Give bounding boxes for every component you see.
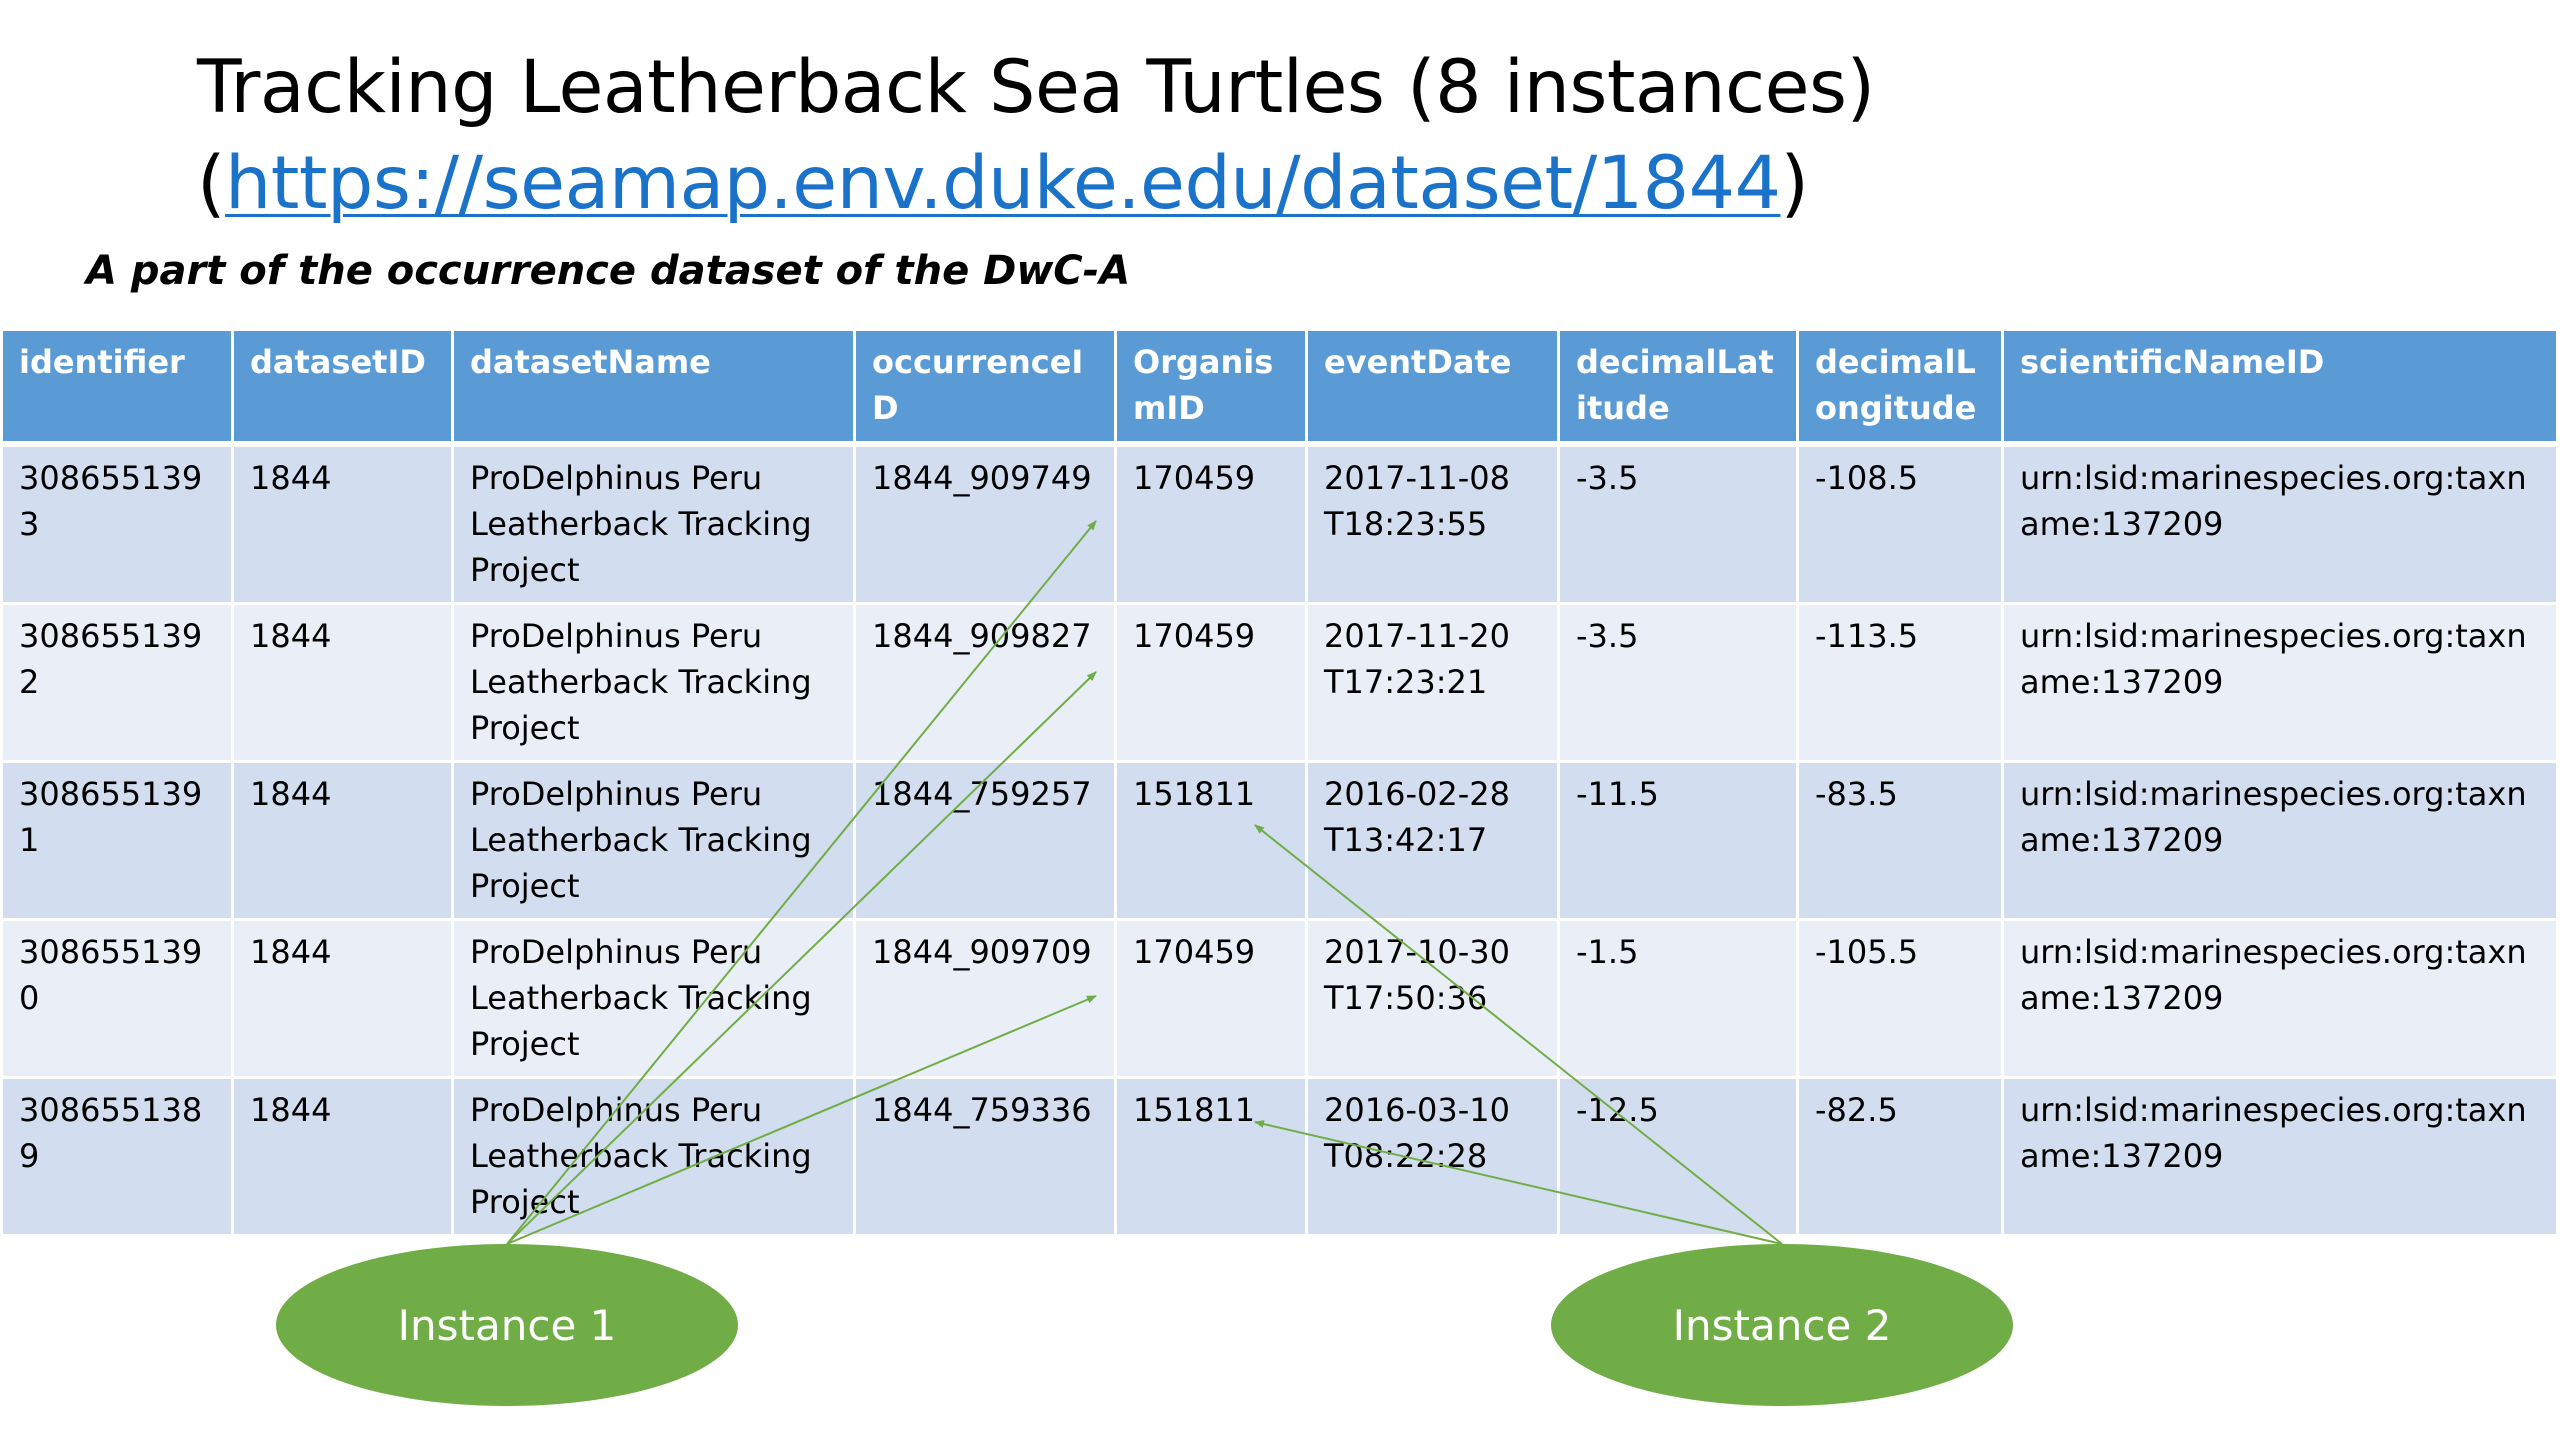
cell-identifier: 3086551390 [0,918,234,1079]
cell-organism-id: 151811 [1114,760,1308,921]
open-paren: ( [197,141,225,226]
cell-dataset-id: 1844 [231,602,454,763]
cell-dataset-name: ProDelphinus Peru Leatherback Tracking P… [451,760,856,921]
dataset-link[interactable]: https://seamap.env.duke.edu/dataset/1844 [224,141,1781,226]
cell-decimal-latitude: -12.5 [1557,1076,1799,1237]
cell-organism-id: 151811 [1114,1076,1308,1237]
table-row: 3086551392 1844 ProDelphinus Peru Leathe… [0,602,2559,763]
cell-decimal-latitude: -11.5 [1557,760,1799,921]
cell-dataset-id: 1844 [231,442,454,605]
cell-scientific-name-id: urn:lsid:marinespecies.org:taxname:13720… [2001,602,2559,763]
cell-event-date: 2016-03-10 T08:22:28 [1305,1076,1560,1237]
header-scientific-name-id: scientificNameID [2001,328,2559,447]
header-dataset-name: datasetName [451,328,856,447]
instance-1-ellipse: Instance 1 [276,1244,738,1406]
occurrence-table: identifier datasetID datasetName occurre… [0,328,2559,1237]
instance-2-label: Instance 2 [1672,1300,1892,1350]
cell-organism-id: 170459 [1114,602,1308,763]
cell-occurrence-id: 1844_909709 [853,918,1117,1079]
table-row: 3086551393 1844 ProDelphinus Peru Leathe… [0,442,2559,605]
header-organism-id: OrganismID [1114,328,1308,447]
cell-scientific-name-id: urn:lsid:marinespecies.org:taxname:13720… [2001,1076,2559,1237]
header-decimal-latitude: decimalLatitude [1557,328,1799,447]
header-row: identifier datasetID datasetName occurre… [0,328,2559,447]
cell-occurrence-id: 1844_909749 [853,442,1117,605]
header-identifier: identifier [0,328,234,447]
cell-dataset-name: ProDelphinus Peru Leatherback Tracking P… [451,442,856,605]
cell-scientific-name-id: urn:lsid:marinespecies.org:taxname:13720… [2001,760,2559,921]
cell-dataset-id: 1844 [231,1076,454,1237]
cell-organism-id: 170459 [1114,442,1308,605]
cell-identifier: 3086551389 [0,1076,234,1237]
close-paren: ) [1780,141,1809,226]
cell-dataset-name: ProDelphinus Peru Leatherback Tracking P… [451,918,856,1079]
cell-scientific-name-id: urn:lsid:marinespecies.org:taxname:13720… [2001,442,2559,605]
table-row: 3086551390 1844 ProDelphinus Peru Leathe… [0,918,2559,1079]
cell-event-date: 2017-11-08 T18:23:55 [1305,442,1560,605]
header-event-date: eventDate [1305,328,1560,447]
cell-decimal-longitude: -113.5 [1796,602,2004,763]
slide-title: Tracking Leatherback Sea Turtles (8 inst… [197,40,1875,232]
instance-1-label: Instance 1 [397,1300,617,1350]
cell-decimal-longitude: -83.5 [1796,760,2004,921]
table-row: 3086551389 1844 ProDelphinus Peru Leathe… [0,1076,2559,1237]
cell-event-date: 2017-11-20 T17:23:21 [1305,602,1560,763]
cell-occurrence-id: 1844_759336 [853,1076,1117,1237]
cell-decimal-longitude: -105.5 [1796,918,2004,1079]
cell-event-date: 2017-10-30 T17:50:36 [1305,918,1560,1079]
cell-identifier: 3086551391 [0,760,234,921]
cell-identifier: 3086551393 [0,442,234,605]
cell-dataset-name: ProDelphinus Peru Leatherback Tracking P… [451,1076,856,1237]
cell-dataset-name: ProDelphinus Peru Leatherback Tracking P… [451,602,856,763]
cell-decimal-longitude: -108.5 [1796,442,2004,605]
instance-2-ellipse: Instance 2 [1551,1244,2013,1406]
cell-event-date: 2016-02-28 T13:42:17 [1305,760,1560,921]
cell-decimal-latitude: -1.5 [1557,918,1799,1079]
cell-organism-id: 170459 [1114,918,1308,1079]
header-dataset-id: datasetID [231,328,454,447]
table-row: 3086551391 1844 ProDelphinus Peru Leathe… [0,760,2559,921]
title-line-2: (https://seamap.env.duke.edu/dataset/184… [197,136,1875,232]
title-line-1: Tracking Leatherback Sea Turtles (8 inst… [197,45,1875,130]
cell-dataset-id: 1844 [231,760,454,921]
cell-decimal-latitude: -3.5 [1557,602,1799,763]
table-caption: A part of the occurrence dataset of the … [86,248,1131,294]
cell-occurrence-id: 1844_909827 [853,602,1117,763]
header-occurrence-id: occurrenceID [853,328,1117,447]
header-decimal-longitude: decimalLongitude [1796,328,2004,447]
cell-occurrence-id: 1844_759257 [853,760,1117,921]
cell-decimal-longitude: -82.5 [1796,1076,2004,1237]
cell-identifier: 3086551392 [0,602,234,763]
cell-scientific-name-id: urn:lsid:marinespecies.org:taxname:13720… [2001,918,2559,1079]
cell-decimal-latitude: -3.5 [1557,442,1799,605]
cell-dataset-id: 1844 [231,918,454,1079]
